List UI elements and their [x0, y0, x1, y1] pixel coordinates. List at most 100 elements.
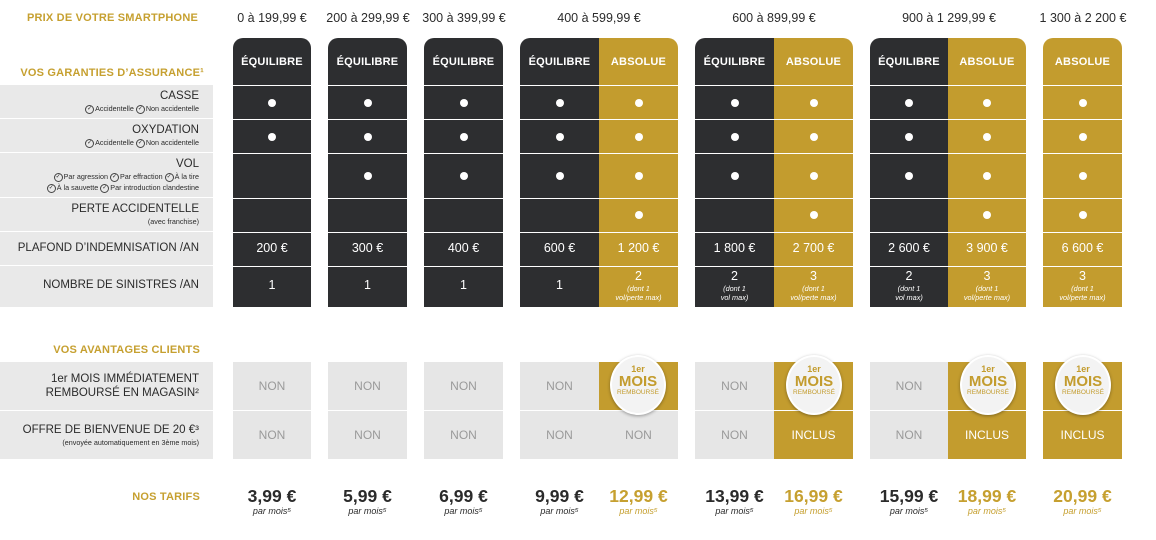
bienvenue-cell: INCLUS: [948, 411, 1026, 459]
price-header-label: PRIX DE VOTRE SMARTPHONE: [26, 12, 198, 24]
formula-col-5-absolue: ABSOLUE 2 700 € 3 (dont 1 vol/perte max): [774, 38, 853, 307]
included-dot: [1078, 99, 1087, 107]
plafond-value: 400 €: [447, 241, 480, 255]
sinistres-label: NOMBRE DE SINISTRES /AN: [43, 279, 199, 291]
row-oxydation: OXYDATION ✓ Accidentelle ✓ Non accidentell…: [0, 119, 213, 152]
included-dot: [634, 99, 643, 107]
premier-mois-cell: NON: [695, 362, 774, 410]
price-value: 13,99 €: [705, 486, 764, 506]
bienvenue-cell: NON: [233, 411, 311, 459]
included-dot: [268, 133, 276, 141]
oxydation-label: OXYDATION: [132, 124, 199, 136]
price-range-5: 600 à 899,99 €: [732, 11, 816, 25]
formula-col-6-absolue: ABSOLUE 3 900 € 3 (dont 1 vol/perte max): [948, 38, 1026, 307]
included-dot: [809, 172, 818, 180]
formula-col-4: ÉQUILIBRE 600 € 1 ABSOLUE 1 200 € 2 (don…: [520, 38, 678, 307]
check-icon: ✓: [53, 172, 63, 182]
row-perte: PERTE ACCIDENTELLE (avec franchise): [0, 198, 213, 231]
included-dot: [983, 133, 991, 141]
included-dot: [555, 172, 564, 180]
perte-label: PERTE ACCIDENTELLE: [71, 203, 199, 215]
sinistres-note: (dont 1: [975, 284, 999, 293]
included-dot: [634, 133, 643, 141]
plafond-value: 1 800 €: [713, 241, 756, 255]
price-value-gold: 20,99 €: [1053, 486, 1112, 506]
premier-mois-cell: NON: [424, 362, 503, 410]
badge-mid: MOIS: [1063, 373, 1103, 390]
included-dot: [363, 133, 372, 141]
included-dot: [1078, 211, 1087, 219]
sinistres-value: 1: [460, 278, 467, 292]
included-dot: [1078, 172, 1087, 180]
included-dot: [730, 172, 739, 180]
premier-mois-badge: 1er MOIS REMBOURSÉ: [786, 355, 842, 415]
premier-mois-badge: 1er MOIS REMBOURSÉ: [610, 355, 666, 415]
premier-mois-cell: NON: [520, 362, 599, 410]
included-dot: [983, 99, 991, 107]
included-dot: [809, 99, 818, 107]
formula-name: ABSOLUE: [1054, 56, 1111, 68]
row-plafond: PLAFOND D’INDEMNISATION /AN: [0, 232, 213, 265]
sinistres-value: 2: [635, 269, 642, 283]
price-value: 15,99 €: [879, 486, 939, 506]
bienvenue-cell: NON: [424, 411, 503, 459]
bienvenue-cell: INCLUS: [774, 411, 853, 459]
casse-sub: ✓ Accidentelle ✓ Non accidentelle: [85, 104, 199, 114]
price-value-gold: 12,99 €: [609, 486, 668, 506]
plafond-value: 2 700 €: [792, 241, 835, 255]
formula-col-1-equilibre: ÉQUILIBRE 200 € 1: [233, 38, 311, 307]
included-dot: [459, 133, 468, 141]
price-value: 6,99 €: [439, 486, 488, 506]
oxydation-sub: ✓ Accidentelle ✓ Non accidentelle: [85, 138, 199, 148]
included-dot: [555, 133, 564, 141]
sinistres-value: 1: [556, 278, 563, 292]
included-dot: [983, 211, 991, 219]
plafond-value: 2 600 €: [888, 241, 930, 255]
formula-col-5-equilibre: ÉQUILIBRE 1 800 € 2 (dont 1 vol max): [695, 38, 774, 307]
included-dot: [983, 172, 991, 180]
row-premier-mois: 1er MOIS IMMÉDIATEMENT REMBOURSÉ EN MAGA…: [0, 362, 213, 410]
formula-col-6: ÉQUILIBRE 2 600 € 2 (dont 1 vol max) ABS…: [870, 38, 1026, 307]
sinistres-value: 1: [364, 278, 371, 292]
sinistres-note: (dont 1: [802, 284, 825, 293]
badge-bottom: REMBOURSÉ: [1062, 389, 1104, 396]
formula-col-4-absolue: ABSOLUE 1 200 € 2 (dont 1 vol/perte max): [599, 38, 678, 307]
sinistres-note-2: vol max): [720, 293, 749, 302]
included-dot: [555, 99, 564, 107]
included-dot: [1078, 133, 1087, 141]
formula-name: ÉQUILIBRE: [432, 56, 495, 68]
price-per-month: par mois⁵: [794, 506, 833, 516]
price-value: 3,99 €: [247, 486, 297, 506]
formula-col-2-equilibre: ÉQUILIBRE 300 € 1: [328, 38, 407, 307]
included-dot: [363, 99, 372, 107]
included-dot: [634, 211, 643, 219]
plafond-value: 200 €: [256, 241, 288, 255]
premier-mois-label-2: REMBOURSÉ EN MAGASIN²: [45, 387, 199, 399]
check-icon: ✓: [135, 138, 145, 148]
included-dot: [809, 211, 818, 219]
formula-name: ABSOLUE: [959, 56, 1015, 68]
plafond-value: 300 €: [351, 241, 384, 255]
row-bienvenue: OFFRE DE BIENVENUE DE 20 €³ (envoyée aut…: [0, 411, 213, 459]
included-dot: [459, 172, 468, 180]
formula-col-3-equilibre: ÉQUILIBRE 400 € 1: [424, 38, 503, 307]
formula-name: ÉQUILIBRE: [878, 56, 940, 68]
sinistres-value: 2: [731, 269, 738, 283]
sinistres-note: (dont 1: [897, 284, 921, 293]
vol-sub-2: ✓ À la sauvette ✓ Par introduction clandes…: [46, 183, 199, 193]
sinistres-note: (dont 1: [627, 284, 650, 293]
tarifs-title: NOS TARIFS: [132, 491, 200, 503]
price-per-month: par mois⁵: [444, 506, 483, 516]
price-per-month: par mois⁵: [540, 506, 579, 516]
price-per-month: par mois⁵: [967, 506, 1007, 516]
vol-label: VOL: [175, 158, 199, 170]
included-dot: [809, 133, 818, 141]
check-icon: ✓: [110, 172, 119, 182]
plafond-value: 3 900 €: [966, 241, 1008, 255]
price-per-month: par mois⁵: [348, 506, 387, 516]
sinistres-note-2: vol/perte max): [615, 293, 662, 302]
casse-label: CASSE: [160, 90, 199, 102]
badge-bottom: REMBOURSÉ: [967, 389, 1009, 396]
sinistres-value: 2: [905, 269, 913, 283]
badge-top: 1er: [981, 364, 995, 374]
